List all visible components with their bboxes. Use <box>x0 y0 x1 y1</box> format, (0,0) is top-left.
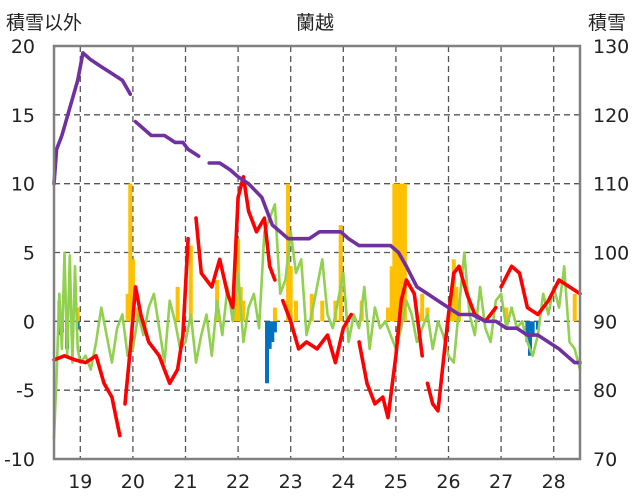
x-tick-label-25: 25 <box>384 471 408 493</box>
y-right-tick-label-120: 120 <box>593 105 629 127</box>
plot-frame <box>52 44 582 461</box>
snowfall-bar-6 <box>175 286 180 322</box>
x-tick-label-22: 22 <box>226 471 250 493</box>
x-tick-label-27: 27 <box>489 471 513 493</box>
y-right-tick-label-110: 110 <box>593 174 629 196</box>
snowfall-bar-29 <box>420 293 425 322</box>
snowfall-bar-7 <box>188 245 193 322</box>
snowfall-bar-27 <box>400 183 405 322</box>
axes: 19 20 21 22 23 24 25 26 27 28 20 15 10 5 0 -5 -10 130 120 1… <box>4 36 629 493</box>
temperature-line-2 <box>194 175 277 310</box>
temperature-line-1 <box>123 236 190 406</box>
snowfall-bar-33 <box>454 286 459 322</box>
snowfall-bar-28 <box>402 183 407 322</box>
temperature-line-6 <box>499 264 582 317</box>
snowfall-bar-3 <box>128 183 133 322</box>
snowfall-bar-20 <box>338 224 343 322</box>
x-tick-label-19: 19 <box>68 471 92 493</box>
temperature-line-3 <box>280 298 354 365</box>
snowfall-bar-15 <box>288 266 293 322</box>
y-right-tick-label-90: 90 <box>593 311 617 333</box>
y-right-tick-label-100: 100 <box>593 243 629 265</box>
wind-line-0 <box>52 203 582 440</box>
snowfall-bar-35 <box>504 307 509 322</box>
snow_depth-line-2 <box>207 161 582 365</box>
snowfall-bar-4 <box>130 259 135 322</box>
y-left-tick-label-20: 20 <box>11 36 35 58</box>
y-left-tick-label-10: 10 <box>11 174 35 196</box>
snowfall-bar-2 <box>125 293 130 322</box>
chart-title: 蘭越 <box>296 12 335 34</box>
snowfall-bar-32 <box>451 259 456 322</box>
x-tick-label-28: 28 <box>542 471 566 493</box>
snowfall-bar-16 <box>293 300 298 322</box>
precip_neg-bar-11 <box>530 321 535 336</box>
x-tick-label-21: 21 <box>173 471 197 493</box>
precip_neg-bar-7 <box>270 321 275 342</box>
precip_neg-bar-10 <box>528 321 533 356</box>
x-tick-label-26: 26 <box>436 471 460 493</box>
y-right-tick-label-80: 80 <box>593 380 617 402</box>
snow_depth-line-1 <box>133 119 201 158</box>
series-lines <box>52 51 582 440</box>
right-axis-label: 積雪 <box>588 12 627 34</box>
snowfall-bar-24 <box>392 183 397 322</box>
snowfall-bar-36 <box>572 293 577 322</box>
x-tick-label-24: 24 <box>331 471 355 493</box>
y-right-tick-label-130: 130 <box>593 36 629 58</box>
precip_neg-bar-6 <box>267 321 272 349</box>
y-left-tick-label--5: -5 <box>16 380 35 402</box>
snow_depth-line-0 <box>52 51 133 186</box>
grid-lines <box>54 46 580 459</box>
y-left-tick-label-0: 0 <box>23 311 35 333</box>
precip_neg-bar-9 <box>525 321 530 342</box>
y-right-tick-label-70: 70 <box>593 449 617 471</box>
y-left-tick-label-15: 15 <box>11 105 35 127</box>
snowfall-bar-12 <box>241 300 246 322</box>
temperature-line-0 <box>52 353 122 438</box>
left-axis-label: 積雪以外 <box>6 12 83 34</box>
y-left-tick-label-5: 5 <box>23 243 35 265</box>
snowfall-bar-23 <box>389 266 394 322</box>
snowfall-bar-13 <box>272 307 277 322</box>
snowfall-bar-22 <box>386 307 391 322</box>
temperature-line-4 <box>357 278 425 420</box>
snowfall-bar-9 <box>233 307 238 322</box>
x-tick-label-20: 20 <box>121 471 145 493</box>
y-left-tick-label--10: -10 <box>4 449 35 471</box>
snowfall-bar-18 <box>320 300 325 322</box>
precip_neg-bar-8 <box>272 321 277 333</box>
precip_neg-bar-5 <box>265 321 270 384</box>
x-tick-label-23: 23 <box>279 471 303 493</box>
